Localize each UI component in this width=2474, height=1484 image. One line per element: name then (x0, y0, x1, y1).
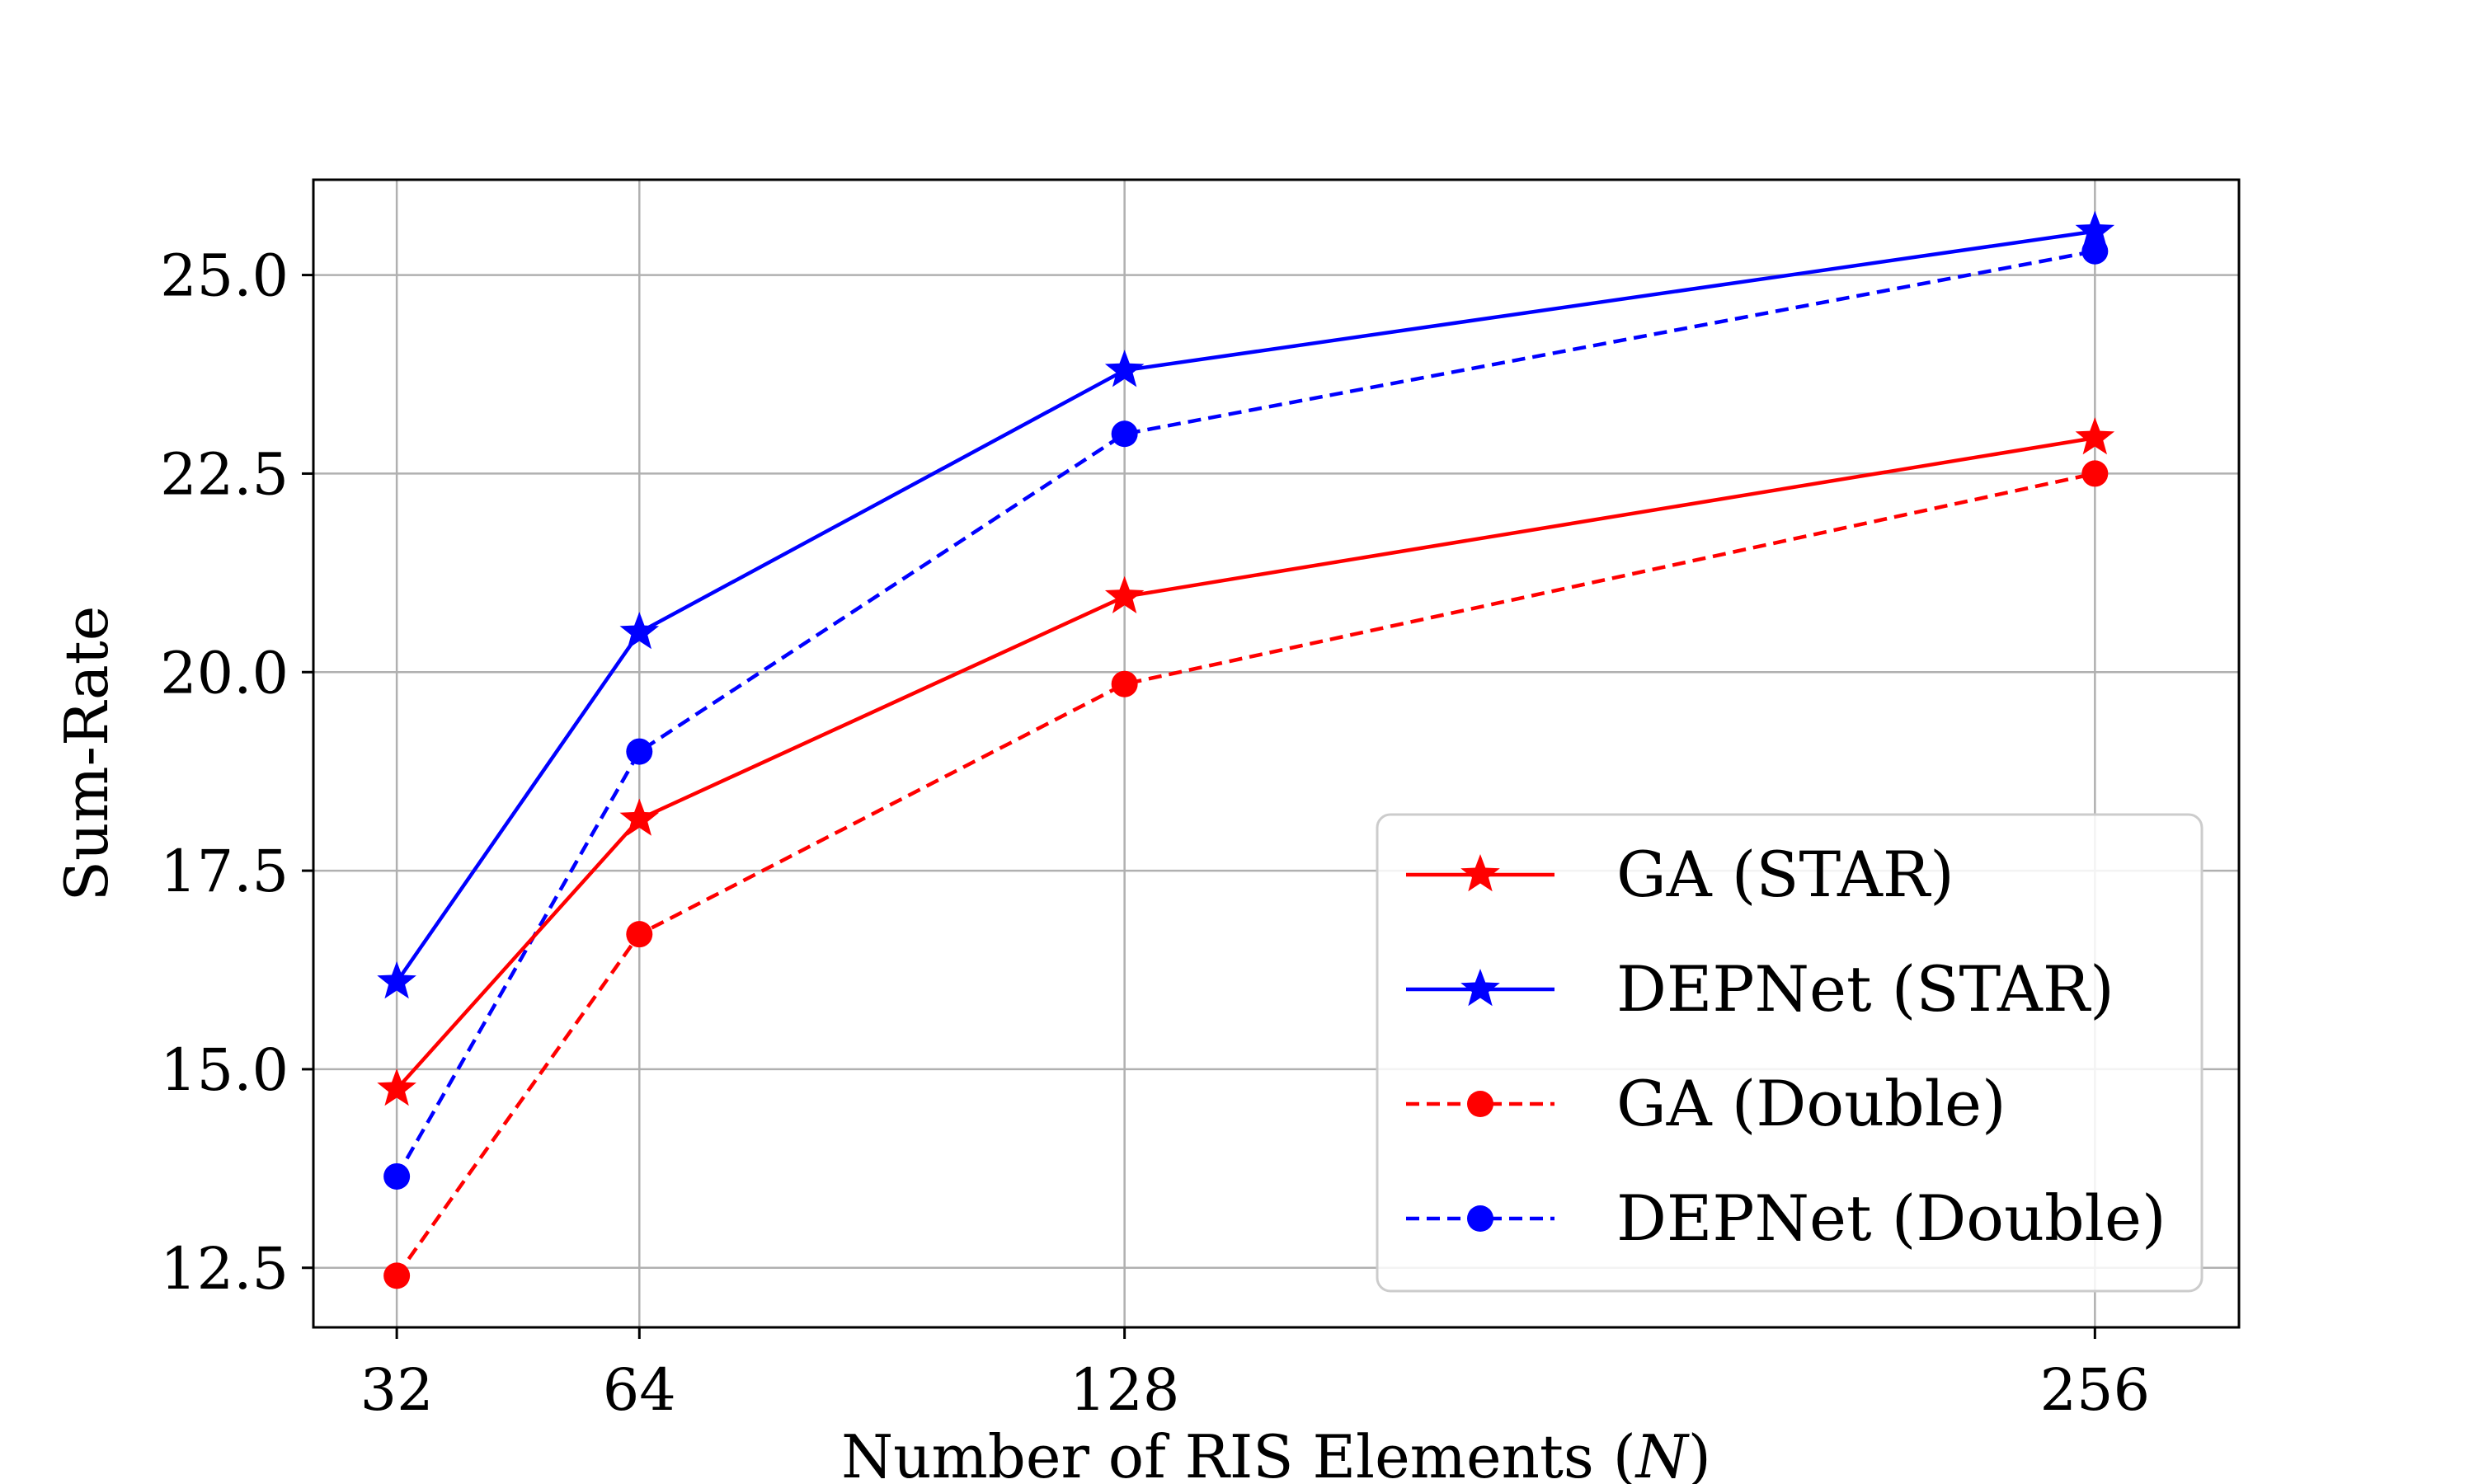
data-point-depnet-star (377, 961, 416, 999)
legend-label-ga-double: GA (Double) (1616, 1067, 2006, 1140)
series-line-depnet-star (395, 229, 2095, 984)
data-point-depnet-double (1111, 420, 1138, 448)
y-axis-label: Sum-Rate (52, 606, 121, 902)
y-tick-label: 17.5 (160, 838, 289, 905)
y-tick-label: 20.0 (160, 639, 289, 707)
legend-label-ga-star: GA (STAR) (1616, 838, 1954, 911)
legend-marker-ga-double (1467, 1091, 1493, 1117)
data-point-ga-star (2075, 417, 2115, 455)
x-tick-label: 256 (2040, 1356, 2151, 1424)
y-tick-label: 25.0 (160, 242, 289, 310)
series-group (377, 210, 2115, 1289)
x-tick-label: 128 (1070, 1356, 1180, 1424)
data-point-depnet-star (2075, 210, 2115, 248)
data-point-depnet-double (2081, 237, 2109, 265)
legend: GA (STAR) DEPNet (STAR) GA (Double) DEPNet … (1376, 813, 2204, 1293)
data-point-ga-star (1104, 575, 1145, 613)
series-line-ga-double (395, 472, 2095, 1277)
y-tick-label: 22.5 (160, 440, 289, 508)
tick-labels: 32 64 128 256 12.5 15.0 17.5 20.0 22.5 25.0 (160, 242, 2150, 1424)
legend-marker-depnet-double (1467, 1205, 1493, 1232)
plot-frame (312, 178, 2241, 1329)
data-point-ga-double (2081, 460, 2109, 487)
data-point-depnet-star (1104, 350, 1145, 387)
data-point-ga-star (619, 798, 660, 836)
legend-label-depnet-star: DEPNet (STAR) (1616, 952, 2114, 1026)
data-point-ga-star (377, 1068, 416, 1106)
series-line-ga-star (395, 435, 2095, 1091)
legend-label-depnet-double: DEPNet (Double) (1616, 1181, 2166, 1255)
data-point-depnet-double (383, 1162, 411, 1190)
data-point-depnet-star (619, 612, 660, 650)
legend-marker-depnet-star (1460, 969, 1500, 1007)
series-depnet-double (383, 237, 2109, 1190)
data-point-ga-double (383, 1262, 411, 1289)
legend-marker-ga-star (1460, 854, 1500, 892)
series-depnet-star (377, 210, 2115, 999)
x-tick-label: 32 (360, 1356, 434, 1424)
legend-box (1376, 813, 2204, 1293)
x-axis-label: Number of RIS Elements (N) (841, 1422, 1711, 1484)
data-point-ga-double (626, 921, 653, 948)
data-point-depnet-double (626, 738, 653, 765)
x-tick-label: 64 (603, 1356, 676, 1424)
series-ga-star (377, 417, 2115, 1106)
series-ga-double (383, 460, 2109, 1289)
y-tick-label: 12.5 (160, 1235, 289, 1303)
data-point-ga-double (1111, 670, 1138, 697)
y-tick-label: 15.0 (160, 1036, 289, 1104)
